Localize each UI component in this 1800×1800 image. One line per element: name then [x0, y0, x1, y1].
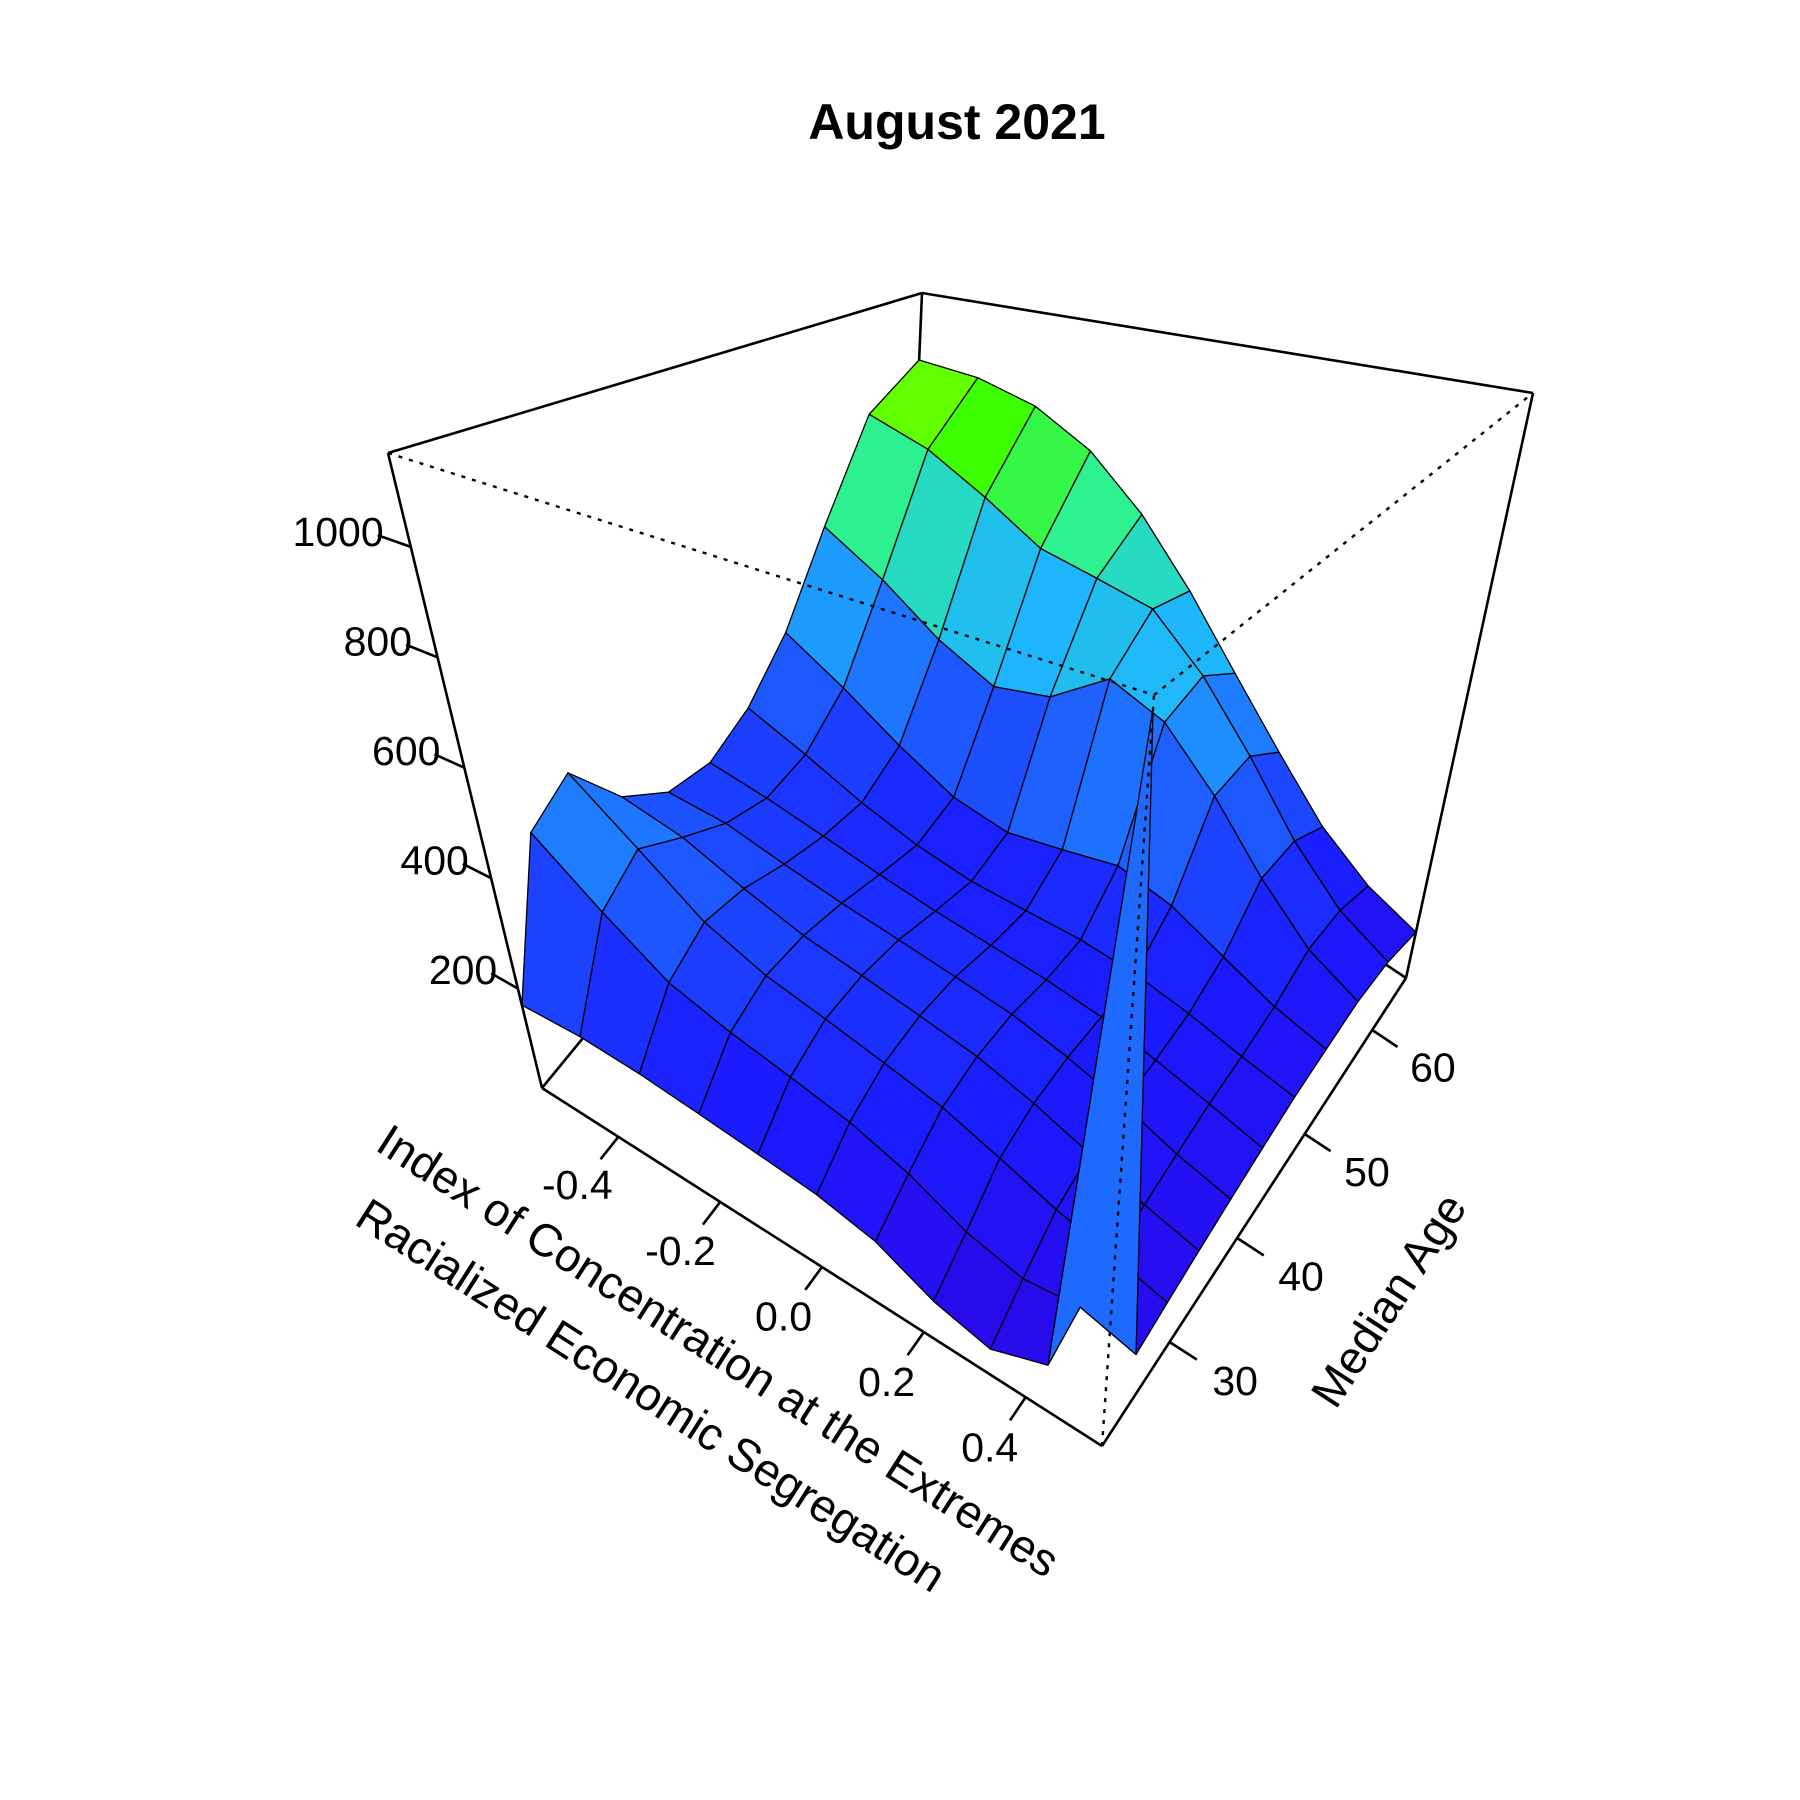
y-tick-label: 50 — [1344, 1149, 1390, 1195]
x-tick — [906, 1331, 925, 1356]
box-edge-hidden — [387, 451, 1155, 697]
box-edge-hidden — [1100, 694, 1156, 1447]
box-edge — [386, 452, 544, 1089]
x-tick — [1008, 1396, 1027, 1422]
y-tick — [1236, 1236, 1265, 1257]
chart-title: August 2021 — [808, 94, 1105, 150]
x-tick-label: -0.2 — [645, 1228, 716, 1274]
z-tick — [405, 643, 439, 659]
y-tick-label: 30 — [1212, 1358, 1258, 1404]
box-edge — [1100, 977, 1408, 1447]
x-tick-label: 0.2 — [858, 1359, 915, 1405]
y-tick — [1303, 1132, 1332, 1153]
x-tick-label: 0.4 — [961, 1424, 1018, 1470]
z-tick — [433, 753, 465, 769]
x-tick — [804, 1266, 824, 1291]
y-tick-label: 60 — [1410, 1044, 1456, 1090]
box-edge-hidden — [1153, 392, 1534, 696]
z-tick-label: 200 — [429, 947, 497, 993]
x-tick-label: -0.4 — [542, 1162, 613, 1208]
y-tick-label: 40 — [1278, 1254, 1324, 1300]
z-tick-label: 400 — [400, 838, 468, 884]
box-edge — [387, 291, 923, 455]
z-tick — [377, 533, 412, 549]
box-edge — [1404, 392, 1535, 979]
z-tick-label: 800 — [344, 619, 412, 665]
y-tick — [1371, 1028, 1399, 1048]
box-edge — [921, 291, 1534, 395]
surface-cell — [1047, 707, 1154, 1366]
x-tick-label: 0.0 — [755, 1293, 812, 1339]
y-tick — [1168, 1340, 1198, 1361]
z-tick — [462, 862, 492, 880]
z-tick-label: 600 — [372, 728, 440, 774]
x-tick — [701, 1201, 722, 1226]
z-tick — [490, 972, 519, 990]
x-tick — [599, 1136, 620, 1161]
z-tick-label: 1000 — [292, 509, 383, 555]
